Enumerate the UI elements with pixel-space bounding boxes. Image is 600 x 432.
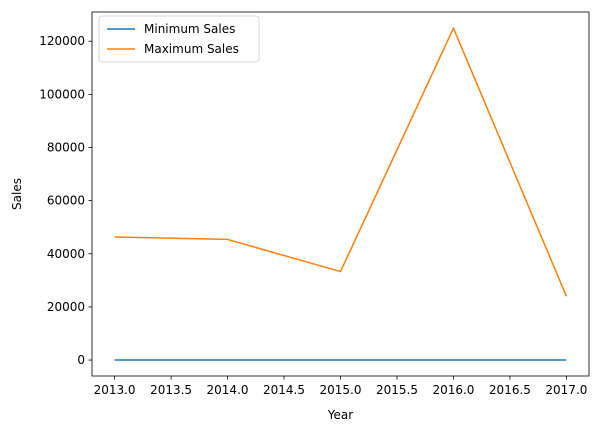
- legend-label-minimum-sales: Minimum Sales: [144, 22, 235, 36]
- x-tick-label: 2017.0: [545, 383, 587, 397]
- x-tick-label: 2013.0: [94, 383, 136, 397]
- y-tick-label: 80000: [47, 141, 85, 155]
- x-axis-label: Year: [327, 408, 353, 422]
- x-tick-label: 2015.5: [376, 383, 418, 397]
- y-tick-label: 60000: [47, 194, 85, 208]
- x-tick-label: 2015.0: [320, 383, 362, 397]
- series-layer: [114, 27, 568, 361]
- y-tick-label: 120000: [39, 34, 85, 48]
- y-axis-ticks: 0 20000 40000 60000 80000 100000 120000: [39, 34, 92, 367]
- x-tick-label: 2014.0: [207, 383, 249, 397]
- legend-frame: [98, 15, 260, 63]
- legend: Minimum Sales Maximum Sales: [98, 15, 260, 63]
- x-tick-label: 2016.0: [432, 383, 474, 397]
- x-axis-ticks: 2013.0 2013.5 2014.0 2014.5 2015.0 2015.5 2016…: [94, 376, 587, 397]
- x-tick-label: 2014.5: [263, 383, 305, 397]
- y-tick-label: 100000: [39, 87, 85, 101]
- y-tick-label: 0: [77, 353, 85, 367]
- x-tick-label: 2013.5: [150, 383, 192, 397]
- series-line-maximum-sales: [114, 27, 568, 297]
- y-axis-label: Sales: [10, 178, 24, 210]
- y-tick-label: 40000: [47, 247, 85, 261]
- x-tick-label: 2016.5: [489, 383, 531, 397]
- legend-label-maximum-sales: Maximum Sales: [144, 42, 239, 56]
- y-tick-label: 20000: [47, 300, 85, 314]
